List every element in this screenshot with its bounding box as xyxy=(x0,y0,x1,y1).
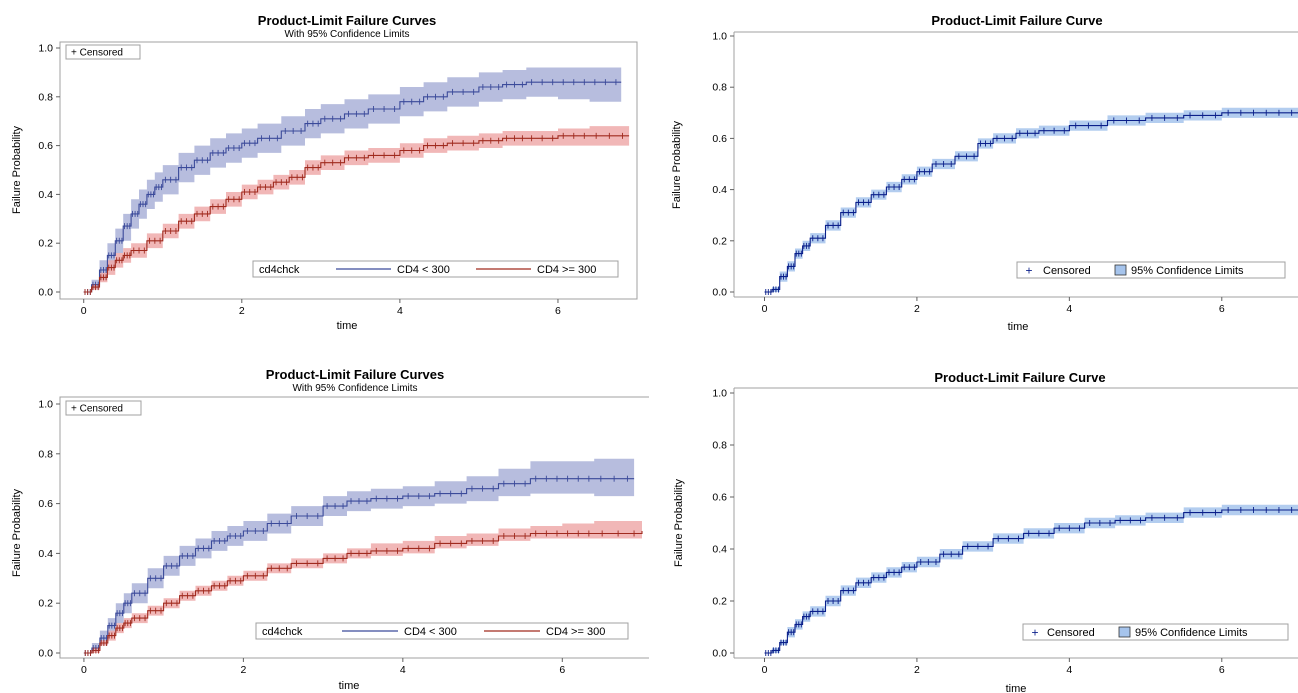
x-tick-label: 2 xyxy=(914,664,920,676)
chart-panel-top-right: Product-Limit Failure Curve 0.0 0.2 0.4 0.6… xyxy=(671,13,1298,333)
chart-panel-top-left: Product-Limit Failure Curves With 95% Co… xyxy=(11,13,638,332)
legend-band-label: 95% Confidence Limits xyxy=(1131,265,1244,277)
x-tick-label: 4 xyxy=(1066,664,1072,676)
chart-title: Product-Limit Failure Curve xyxy=(934,370,1105,385)
y-axis-label: Failure Probability xyxy=(671,120,683,209)
legend-band-swatch xyxy=(1118,626,1131,638)
chart-title: Product-Limit Failure Curves xyxy=(266,367,444,382)
x-axis-label: time xyxy=(1006,683,1027,693)
y-tick-label: 0.0 xyxy=(38,648,53,660)
y-axis-label: Failure Probability xyxy=(673,478,685,567)
censored-legend-label: + Censored xyxy=(71,404,123,415)
chart-title: Product-Limit Failure Curve xyxy=(931,13,1102,28)
y-tick-label: 0.0 xyxy=(712,287,727,299)
x-tick-label: 6 xyxy=(559,664,565,676)
legend-label-cd4-high: CD4 >= 300 xyxy=(546,626,605,638)
x-axis-label: time xyxy=(339,680,360,692)
y-tick-label: 1.0 xyxy=(38,43,53,55)
x-tick-label: 4 xyxy=(400,664,406,676)
confidence-band-1 xyxy=(83,521,642,653)
x-tick-label: 6 xyxy=(555,305,561,317)
chart-panel-bottom-left: Product-Limit Failure Curves With 95% Co… xyxy=(11,367,649,692)
y-tick-label: 0.4 xyxy=(38,189,53,201)
y-tick-label: 0.8 xyxy=(38,91,53,103)
legend-title: cd4chck xyxy=(259,264,300,276)
y-tick-label: 0.2 xyxy=(38,238,53,250)
legend: + Censored 95% Confidence Limits xyxy=(1016,261,1286,279)
y-tick-label: 0.2 xyxy=(38,598,53,610)
x-tick-label: 0 xyxy=(81,305,87,317)
confidence-band-0 xyxy=(83,67,622,292)
censored-marker: + xyxy=(1031,626,1038,640)
plot-frame xyxy=(59,396,649,659)
censored-legend-label: + Censored xyxy=(71,48,123,59)
legend-censored-label: Censored xyxy=(1047,627,1095,639)
x-tick-label: 0 xyxy=(762,303,768,315)
legend-label-cd4-low: CD4 < 300 xyxy=(397,264,450,276)
x-tick-label: 0 xyxy=(762,664,768,676)
y-tick-label: 0.0 xyxy=(38,287,53,299)
y-tick-label: 1.0 xyxy=(712,31,727,43)
survival-line-1 xyxy=(83,135,630,293)
x-tick-label: 2 xyxy=(240,664,246,676)
y-tick-label: 1.0 xyxy=(38,399,53,411)
legend-censored-label: Censored xyxy=(1043,265,1091,277)
survival-line-1 xyxy=(83,531,643,654)
group-legend: cd4chck CD4 < 300 CD4 >= 300 xyxy=(255,622,629,640)
survival-line-0 xyxy=(764,509,1298,654)
y-tick-label: 0.4 xyxy=(712,184,727,196)
legend-label-cd4-low: CD4 < 300 xyxy=(404,626,457,638)
x-tick-label: 6 xyxy=(1219,664,1225,676)
y-tick-label: 0.6 xyxy=(38,498,53,510)
group-legend: cd4chck CD4 < 300 CD4 >= 300 xyxy=(252,260,619,278)
y-tick-label: 0.8 xyxy=(712,82,727,94)
x-axis-label: time xyxy=(337,320,358,332)
y-axis-label: Failure Probability xyxy=(11,488,23,577)
x-tick-label: 6 xyxy=(1219,303,1225,315)
plot-frame xyxy=(59,41,638,300)
y-tick-label: 0.6 xyxy=(712,133,727,145)
chart-subtitle: With 95% Confidence Limits xyxy=(284,29,409,40)
censored-legend: + Censored xyxy=(65,44,141,60)
y-tick-label: 0.2 xyxy=(712,235,727,247)
chart-subtitle: With 95% Confidence Limits xyxy=(292,383,417,394)
y-tick-label: 0.6 xyxy=(712,492,727,504)
legend-band-label: 95% Confidence Limits xyxy=(1135,627,1248,639)
x-tick-label: 4 xyxy=(1066,303,1072,315)
x-axis-label: time xyxy=(1008,321,1029,333)
y-tick-label: 0.0 xyxy=(712,648,727,660)
x-tick-label: 0 xyxy=(81,664,87,676)
y-tick-label: 0.6 xyxy=(38,140,53,152)
legend-band-swatch xyxy=(1114,264,1127,276)
y-tick-label: 0.8 xyxy=(712,440,727,452)
y-tick-label: 0.4 xyxy=(712,544,727,556)
x-tick-label: 2 xyxy=(914,303,920,315)
censored-legend: + Censored xyxy=(65,400,142,416)
x-tick-label: 2 xyxy=(239,305,245,317)
censored-marker: + xyxy=(1025,264,1032,278)
x-tick-label: 4 xyxy=(397,305,403,317)
y-tick-label: 0.4 xyxy=(38,548,53,560)
legend: + Censored 95% Confidence Limits xyxy=(1022,623,1289,641)
chart-title: Product-Limit Failure Curves xyxy=(258,13,436,28)
survival-line-0 xyxy=(764,112,1298,293)
y-tick-label: 0.2 xyxy=(712,596,727,608)
y-tick-label: 0.8 xyxy=(38,448,53,460)
legend-label-cd4-high: CD4 >= 300 xyxy=(537,264,596,276)
chart-panel-bottom-right: Product-Limit Failure Curve 0.0 0.2 0.4 0.6… xyxy=(673,370,1298,693)
y-axis-label: Failure Probability xyxy=(11,125,23,214)
legend-title: cd4chck xyxy=(262,626,303,638)
y-tick-label: 1.0 xyxy=(712,388,727,400)
